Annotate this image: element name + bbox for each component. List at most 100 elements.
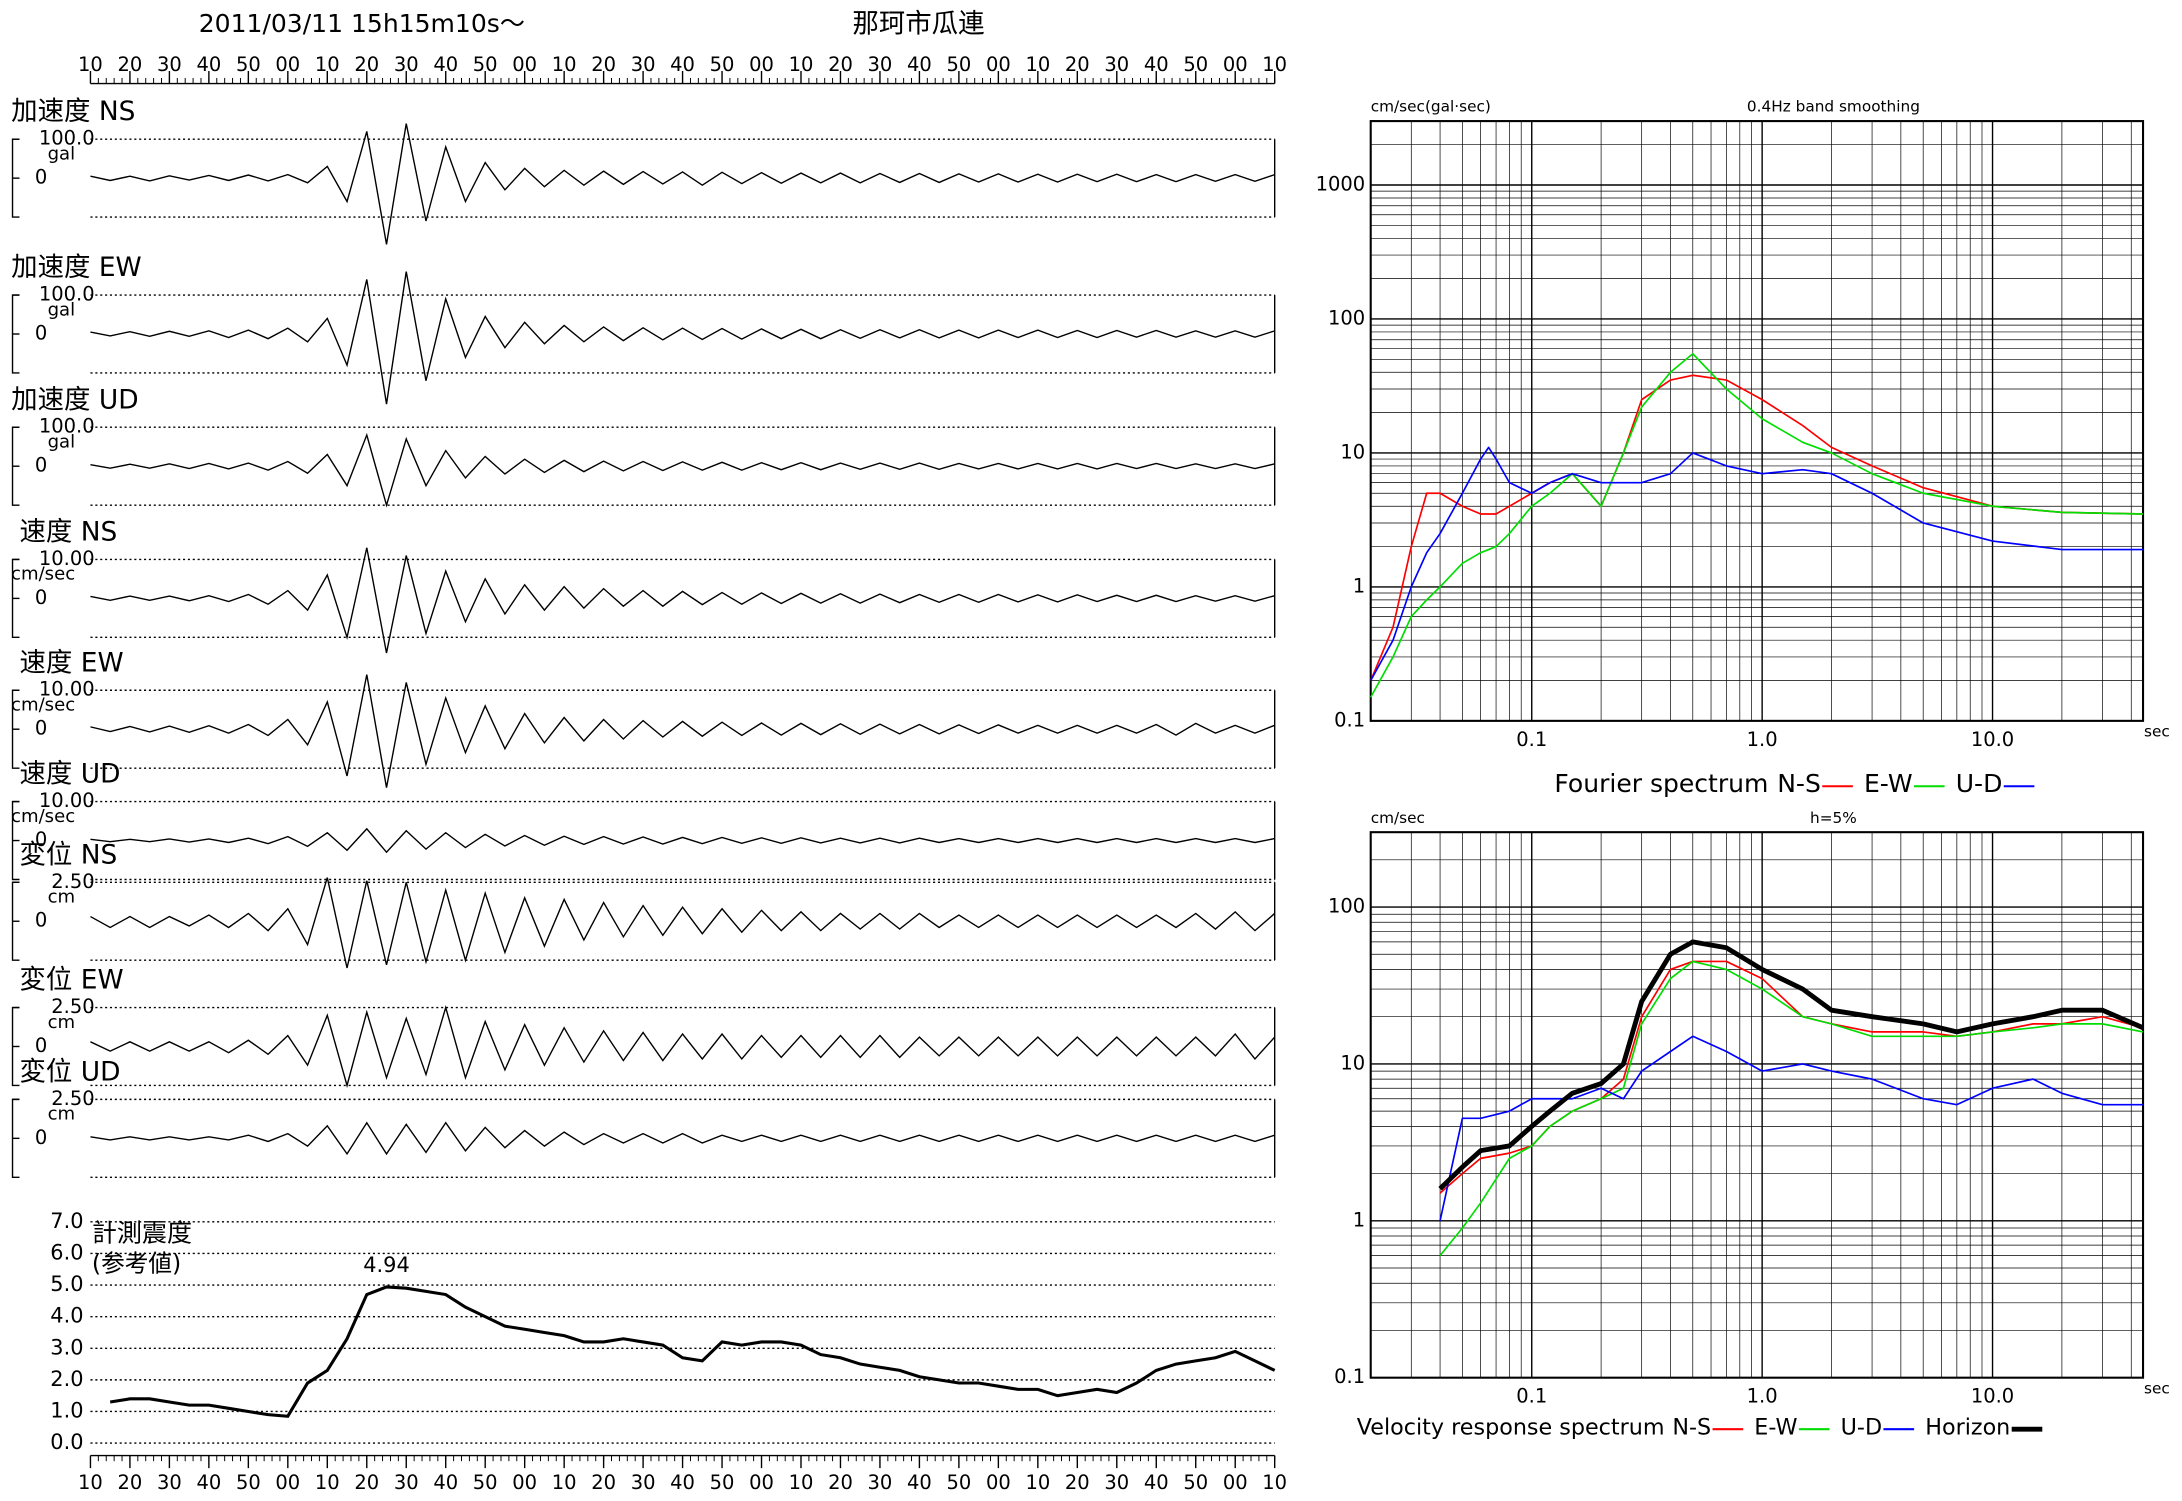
y-tick-label: 0 xyxy=(35,586,47,609)
x-tick-label: 40 xyxy=(1144,1471,1169,1494)
unit-label: cm/sec xyxy=(11,695,75,716)
x-tick-label: 10 xyxy=(552,53,577,76)
panel-label: 変位 EW xyxy=(19,965,123,996)
x-tick-label: 10 xyxy=(789,53,814,76)
x-tick-label: 50 xyxy=(1183,1471,1208,1494)
legend-entry: U-D xyxy=(1956,769,2003,798)
panel-label: 加速度 EW xyxy=(11,252,142,283)
x-tick-label: 20 xyxy=(828,53,853,76)
x-tick-label: 40 xyxy=(670,1471,695,1494)
x-axis-unit: sec xyxy=(2144,722,2170,740)
x-tick-label: 00 xyxy=(986,1471,1011,1494)
subtitle: 0.4Hz band smoothing xyxy=(1747,98,1920,116)
y-tick-label: 0 xyxy=(35,454,47,477)
x-tick-label: 20 xyxy=(591,1471,616,1494)
waveform xyxy=(90,271,1275,405)
panel-label: 変位 UD xyxy=(19,1056,120,1087)
y-tick-label: 1 xyxy=(1353,574,1365,597)
legend-entry: N-S xyxy=(1672,1414,1711,1440)
x-tick-label: 50 xyxy=(1183,53,1208,76)
x-tick-label: 00 xyxy=(275,1471,300,1494)
x-tick-label: 10.0 xyxy=(1971,728,2014,751)
waveform xyxy=(90,674,1275,788)
x-tick-label: 40 xyxy=(196,53,221,76)
x-tick-label: 50 xyxy=(947,53,972,76)
unit-label: cm xyxy=(48,887,76,908)
x-tick-label: 10 xyxy=(315,1471,340,1494)
unit-label: cm xyxy=(48,1104,76,1125)
legend-label: Fourier spectrum xyxy=(1554,769,1768,798)
intensity-title: 計測震度 xyxy=(92,1218,192,1247)
y-tick-label: 6.0 xyxy=(50,1240,83,1264)
waveform xyxy=(90,432,1275,508)
spectrum-line xyxy=(1439,1035,2144,1221)
x-tick-label: 50 xyxy=(473,53,498,76)
spectrum-line xyxy=(1439,960,2144,1257)
x-tick-label: 30 xyxy=(157,1471,182,1494)
x-tick-label: 40 xyxy=(1144,53,1169,76)
x-tick-label: 30 xyxy=(631,53,656,76)
legend-entry: N-S xyxy=(1777,769,1821,798)
y-tick-label: 2.0 xyxy=(50,1367,83,1391)
y-tick-label: 10.00 xyxy=(39,678,95,701)
y-tick-label: 7.0 xyxy=(50,1209,83,1233)
x-tick-label: 40 xyxy=(196,1471,221,1494)
y-tick-label: 4.0 xyxy=(50,1304,83,1328)
y-tick-label: 2.50 xyxy=(51,870,94,893)
y-tick-label: 10 xyxy=(1340,440,1365,463)
x-tick-label: 20 xyxy=(828,1471,853,1494)
x-tick-label: 00 xyxy=(1223,53,1248,76)
unit-title: cm/sec xyxy=(1371,809,1425,827)
x-tick-label: 10 xyxy=(1262,53,1287,76)
y-tick-label: 5.0 xyxy=(50,1272,83,1296)
x-tick-label: 50 xyxy=(473,1471,498,1494)
x-tick-label: 00 xyxy=(512,1471,537,1494)
x-tick-label: 30 xyxy=(394,1471,419,1494)
y-tick-label: 10.00 xyxy=(39,547,95,570)
station-name: 那珂市瓜連 xyxy=(852,9,984,40)
y-tick-label: 0 xyxy=(35,1126,47,1149)
x-tick-label: 10 xyxy=(1025,1471,1050,1494)
waveform xyxy=(90,547,1275,654)
panel-label: 速度 NS xyxy=(19,516,117,547)
y-tick-label: 0 xyxy=(35,1034,47,1057)
x-tick-label: 30 xyxy=(157,53,182,76)
x-tick-label: 1.0 xyxy=(1747,1385,1778,1408)
x-tick-label: 00 xyxy=(986,53,1011,76)
panel-label: 速度 UD xyxy=(19,759,120,790)
x-tick-label: 20 xyxy=(354,1471,379,1494)
y-tick-label: 1000 xyxy=(1316,173,1366,196)
unit-label: cm xyxy=(48,1012,76,1033)
x-tick-label: 50 xyxy=(947,1471,972,1494)
x-tick-label: 20 xyxy=(1065,53,1090,76)
x-tick-label: 00 xyxy=(749,53,774,76)
x-tick-label: 40 xyxy=(907,53,932,76)
x-tick-label: 30 xyxy=(868,1471,893,1494)
unit-label: gal xyxy=(48,299,76,320)
y-tick-label: 0 xyxy=(35,828,47,851)
x-tick-label: 20 xyxy=(1065,1471,1090,1494)
waveform xyxy=(90,827,1275,854)
y-tick-label: 10 xyxy=(1340,1051,1365,1074)
legend-entry: U-D xyxy=(1841,1414,1882,1440)
unit-label: cm/sec xyxy=(11,806,75,827)
y-tick-label: 0 xyxy=(35,166,47,189)
spectrum-line xyxy=(1369,446,2144,681)
x-tick-label: 10 xyxy=(1262,1471,1287,1494)
subtitle: h=5% xyxy=(1810,809,1857,827)
x-tick-label: 50 xyxy=(236,1471,261,1494)
y-tick-label: 100.0 xyxy=(39,415,95,438)
x-tick-label: 50 xyxy=(710,1471,735,1494)
y-tick-label: 100 xyxy=(1328,895,1365,918)
waveform xyxy=(90,877,1276,969)
unit-title: cm/sec(gal·sec) xyxy=(1371,98,1491,116)
x-tick-label: 20 xyxy=(354,53,379,76)
y-tick-label: 0.1 xyxy=(1334,708,1365,731)
y-tick-label: 0 xyxy=(35,717,47,740)
x-tick-label: 00 xyxy=(1223,1471,1248,1494)
y-tick-label: 3.0 xyxy=(50,1335,83,1359)
x-tick-label: 10 xyxy=(315,53,340,76)
